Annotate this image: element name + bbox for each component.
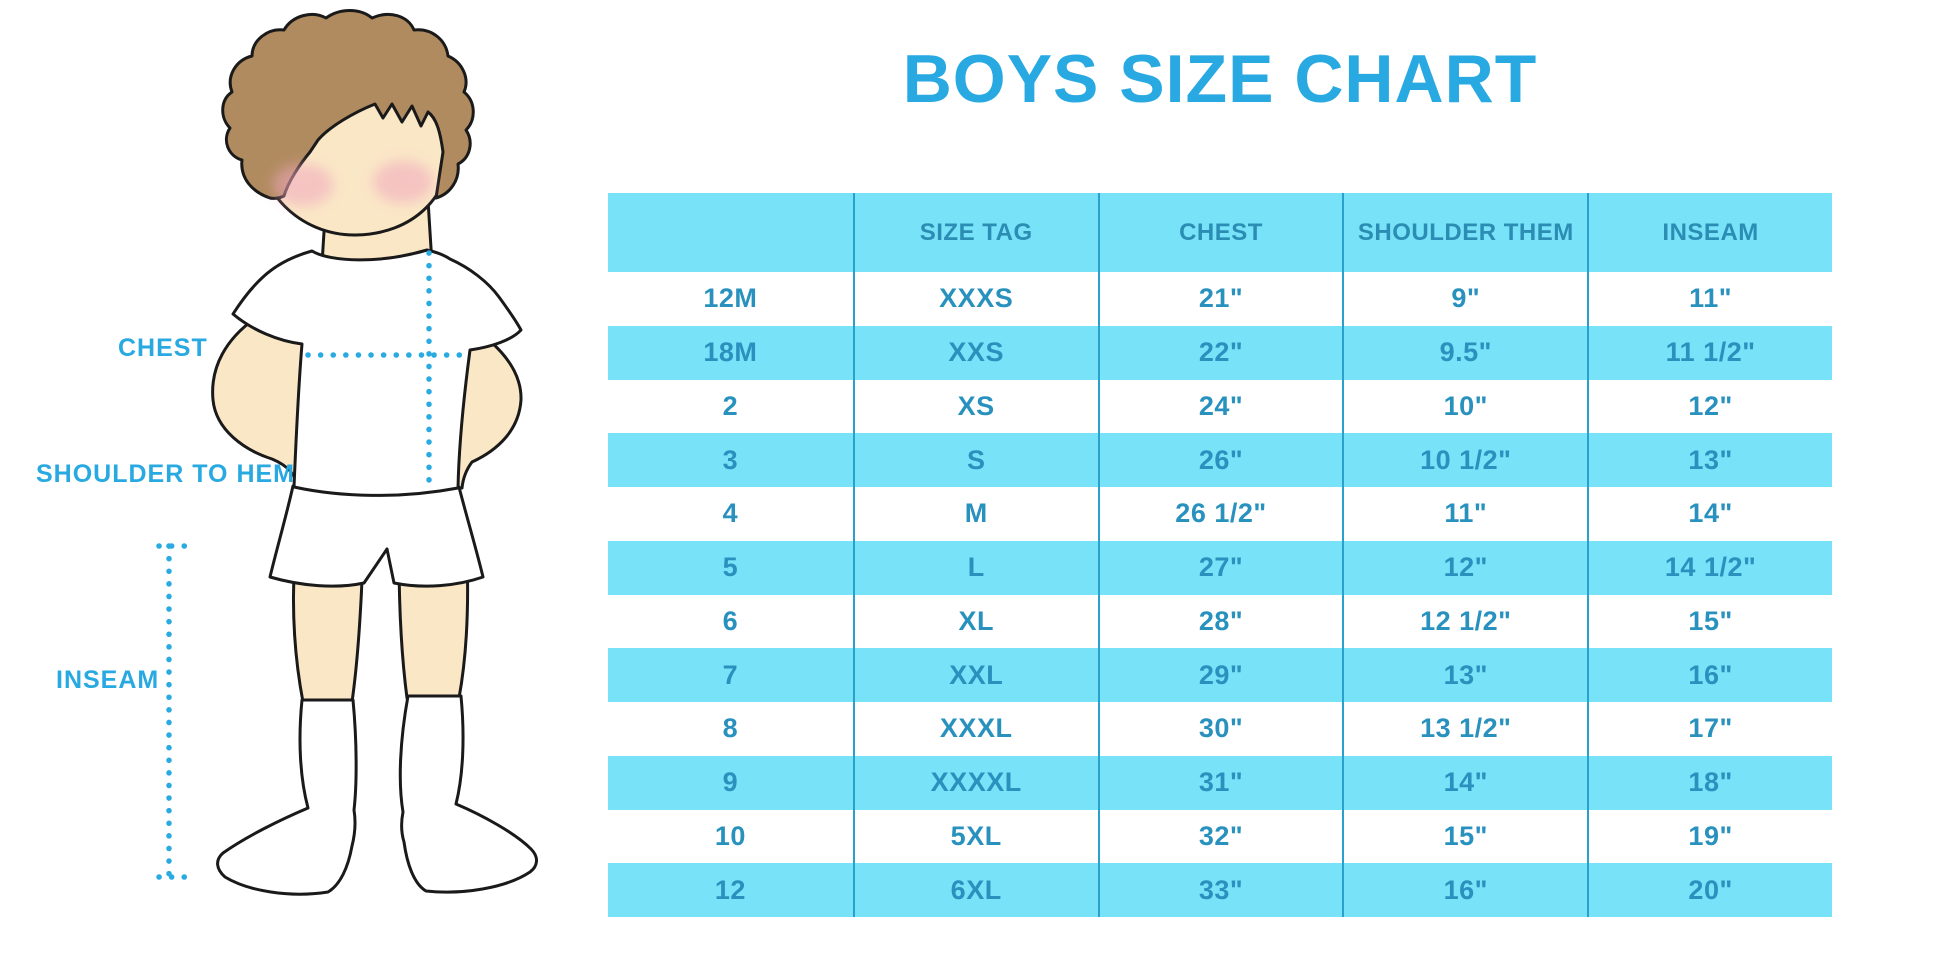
chest-cell: 29" [1097, 648, 1343, 702]
inseam-cell: 13" [1587, 433, 1832, 487]
inseam-cell: 14" [1587, 487, 1832, 541]
table-row: 7 XXL 29" 13" 16" [608, 648, 1832, 702]
size-cell: 12M [703, 283, 758, 314]
chest-cell: 24" [1097, 379, 1343, 434]
table-row: 6 XL 28" 12 1/2" 15" [608, 594, 1832, 649]
table-row: 10 5XL 32" 15" 19" [608, 809, 1832, 864]
inseam-cell: 11 1/2" [1587, 325, 1832, 380]
inseam-cell: 20" [1587, 863, 1832, 917]
inseam-label: INSEAM [56, 666, 160, 694]
shoulder-them-cell: 14" [1342, 755, 1587, 810]
header-cell-chest: CHEST [1097, 193, 1343, 272]
chest-label: CHEST [118, 334, 208, 362]
shoulder-them-cell: 16" [1342, 863, 1587, 917]
size-tag-cell: XXL [852, 648, 1098, 702]
size-tag-cell: 5XL [852, 809, 1098, 864]
chest-cell: 31" [1097, 755, 1343, 810]
inseam-cell: 12" [1587, 379, 1832, 434]
boy-shirt [231, 248, 523, 497]
shoulder-them-cell: 13 1/2" [1342, 702, 1587, 756]
size-tag-cell: L [852, 540, 1098, 595]
size-cell: 6 [722, 605, 739, 636]
inseam-cell: 15" [1587, 594, 1832, 649]
table-row: 5 L 27" 12" 14 1/2" [608, 540, 1832, 595]
boy-right-sock [398, 694, 538, 894]
size-tag-cell: M [852, 487, 1098, 541]
chest-cell: 26" [1097, 433, 1343, 487]
table-row: 2 XS 24" 10" 12" [608, 379, 1832, 434]
size-tag-cell: 6XL [852, 863, 1098, 917]
shoulder-them-cell: 9" [1342, 272, 1587, 326]
size-cell: 7 [722, 659, 739, 690]
header-cell-shoulder-them: SHOULDER THEM [1342, 193, 1587, 272]
header-cell-inseam: INSEAM [1587, 193, 1832, 272]
boy-blush [273, 161, 433, 206]
size-cell: 5 [722, 552, 739, 583]
inseam-cell: 17" [1587, 702, 1832, 756]
table-row: 8 XXXL 30" 13 1/2" 17" [608, 702, 1832, 756]
chest-cell: 33" [1097, 863, 1343, 917]
inseam-cell: 19" [1587, 809, 1832, 864]
shoulder-them-cell: 13" [1342, 648, 1587, 702]
size-tag-cell: XXXXL [852, 755, 1098, 810]
size-cell: 2 [722, 390, 739, 421]
size-tag-cell: XL [852, 594, 1098, 649]
chest-cell: 32" [1097, 809, 1343, 864]
header-cell-size [608, 193, 853, 272]
size-tag-cell: S [852, 433, 1098, 487]
size-cell: 4 [722, 498, 739, 529]
size-cell: 9 [722, 767, 739, 798]
inseam-cell: 14 1/2" [1587, 540, 1832, 595]
size-cell: 18M [703, 337, 758, 368]
size-cell: 3 [722, 444, 739, 475]
header-cell-size-tag: SIZE TAG [852, 193, 1098, 272]
size-cell: 8 [722, 713, 739, 744]
shoulder-them-cell: 9.5" [1342, 325, 1587, 380]
chest-cell: 21" [1097, 272, 1343, 326]
inseam-cell: 18" [1587, 755, 1832, 810]
boy-shorts [268, 484, 485, 588]
shoulder-to-hem-label: SHOULDER TO HEM [36, 460, 295, 488]
boy-illustration [156, 9, 538, 896]
chest-cell: 27" [1097, 540, 1343, 595]
size-cell: 12 [714, 874, 746, 905]
table-header-row: SIZE TAG CHEST SHOULDER THEM INSEAM [608, 193, 1832, 272]
boy-hair [221, 9, 475, 200]
table-row: 3 S 26" 10 1/2" 13" [608, 433, 1832, 487]
shoulder-them-cell: 10 1/2" [1342, 433, 1587, 487]
size-cell: 10 [714, 820, 746, 851]
size-tag-cell: XXS [852, 325, 1098, 380]
table-row: 4 M 26 1/2" 11" 14" [608, 487, 1832, 541]
chest-cell: 22" [1097, 325, 1343, 380]
size-tag-cell: XS [852, 379, 1098, 434]
chest-cell: 26 1/2" [1097, 487, 1343, 541]
chest-cell: 30" [1097, 702, 1343, 756]
chest-cell: 28" [1097, 594, 1343, 649]
inseam-cell: 11" [1587, 272, 1832, 326]
shoulder-them-cell: 12 1/2" [1342, 594, 1587, 649]
table-row: 12M XXXS 21" 9" 11" [608, 272, 1832, 326]
table-row: 12 6XL 33" 16" 20" [608, 863, 1832, 917]
shoulder-them-cell: 15" [1342, 809, 1587, 864]
table-row: 18M XXS 22" 9.5" 11 1/2" [608, 325, 1832, 380]
shoulder-them-cell: 12" [1342, 540, 1587, 595]
shoulder-them-cell: 11" [1342, 487, 1587, 541]
boy-left-sock [216, 698, 358, 896]
page-title: BOYS SIZE CHART [902, 41, 1538, 117]
size-tag-cell: XXXL [852, 702, 1098, 756]
size-tag-cell: XXXS [852, 272, 1098, 326]
table-row: 9 XXXXL 31" 14" 18" [608, 755, 1832, 810]
inseam-cell: 16" [1587, 648, 1832, 702]
shoulder-them-cell: 10" [1342, 379, 1587, 434]
size-table: SIZE TAG CHEST SHOULDER THEM INSEAM 12M … [608, 193, 1832, 917]
